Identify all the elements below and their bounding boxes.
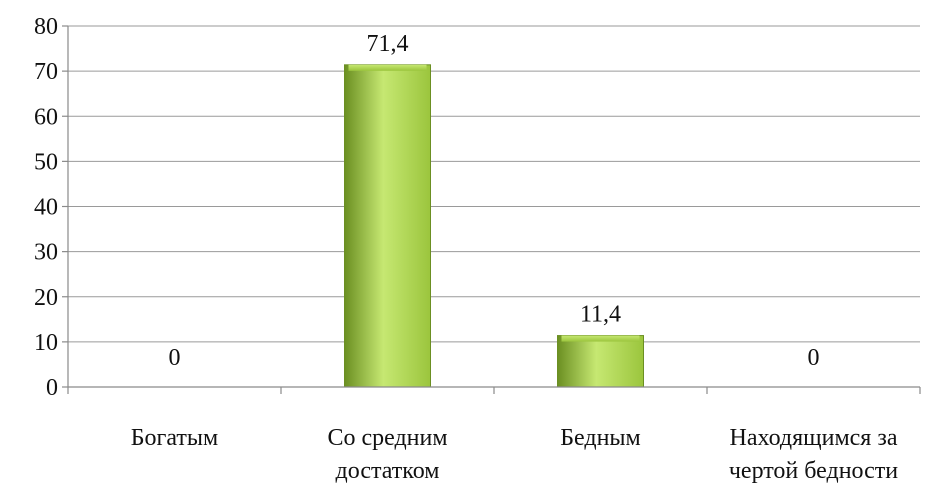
bar [557, 335, 644, 388]
bar-body [557, 335, 644, 388]
bar-bevel [561, 335, 640, 342]
data-labels: 0 71,4 11,4 0 [169, 31, 820, 371]
y-axis-ticks: 0 10 20 30 40 50 60 70 80 [34, 14, 68, 401]
x-axis-categories: Богатым Со средним достатком Бедным Находящи… [131, 425, 899, 484]
y-tick-label: 30 [34, 240, 58, 266]
x-category-label: Находящимся за [730, 425, 898, 451]
y-tick-label: 40 [34, 195, 58, 221]
x-category-label: чертой бедности [729, 458, 898, 484]
y-tick-label: 60 [34, 104, 58, 130]
y-tick-label: 70 [34, 59, 58, 85]
x-category-label: Богатым [131, 425, 218, 451]
bar-body [344, 64, 431, 388]
y-tick-label: 20 [34, 285, 58, 311]
y-tick-label: 50 [34, 149, 58, 175]
y-tick-label: 80 [34, 14, 58, 40]
gridlines [68, 25, 920, 343]
data-label: 71,4 [367, 31, 409, 57]
data-label: 11,4 [580, 302, 621, 328]
bars [344, 64, 644, 388]
bar [344, 64, 431, 388]
y-tick-label: 0 [46, 375, 58, 401]
y-tick-label: 10 [34, 330, 58, 356]
x-category-label: достатком [336, 458, 440, 484]
axes [67, 26, 921, 394]
bar-bevel [348, 64, 427, 71]
data-label: 0 [808, 345, 820, 371]
x-category-label: Бедным [560, 425, 640, 451]
data-label: 0 [169, 345, 181, 371]
x-category-label: Со средним [327, 425, 447, 451]
